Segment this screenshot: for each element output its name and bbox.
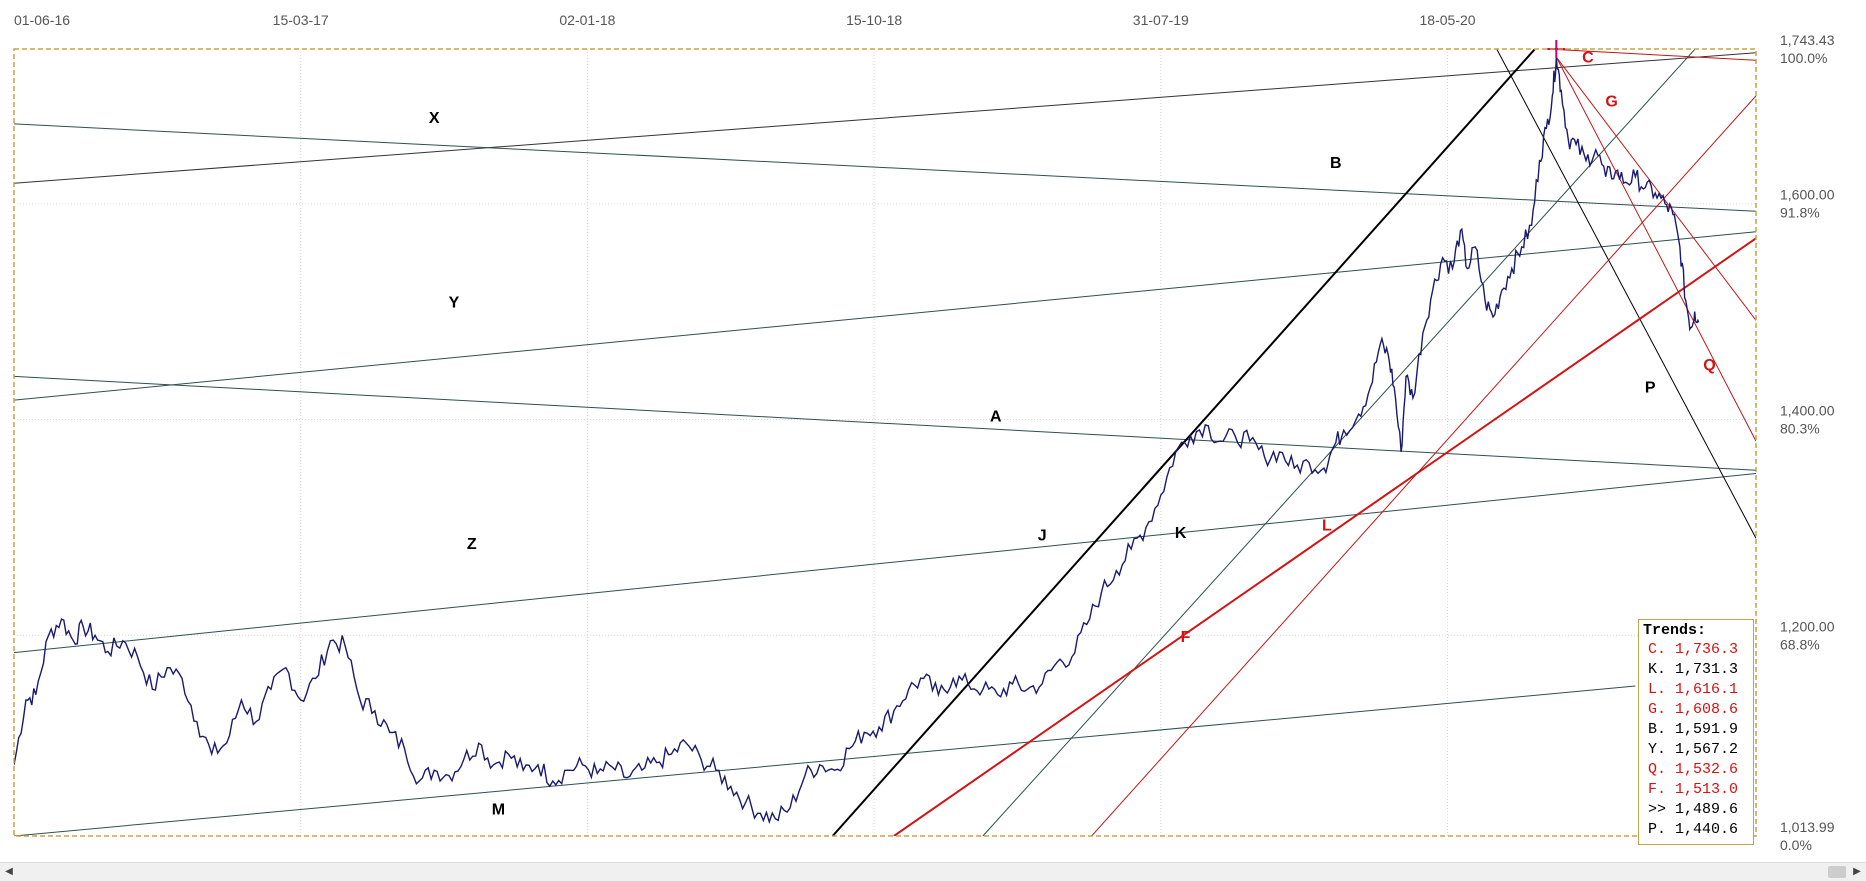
trend-labels: X B Y A Z M J K P F L G Q C	[429, 49, 1716, 818]
trend-label-q: Q	[1703, 357, 1715, 374]
trends-panel: Trends: C. 1,736.3 K. 1,731.3 L. 1,616.1 G.…	[1638, 619, 1754, 845]
trend-row: C. 1,736.3	[1643, 640, 1749, 660]
trend-row-value: B. 1,591.9	[1648, 721, 1739, 738]
trend-row-value: F. 1,513.0	[1648, 781, 1739, 798]
grid-lines	[14, 49, 1756, 836]
y-axis-labels: 1,743.43 100.0% 1,600.00 91.8% 1,400.00 80.3%…	[1780, 32, 1835, 853]
trend-label-b: B	[1330, 155, 1342, 172]
scroll-thumb[interactable]	[1828, 866, 1846, 878]
x-tick-label: 15-03-17	[273, 12, 329, 28]
plot-frame	[13, 48, 1757, 837]
trends-title: Trends:	[1643, 622, 1707, 639]
trend-line-m	[14, 685, 1636, 836]
trend-line-y	[14, 231, 1756, 401]
trend-line-x	[14, 52, 1756, 184]
horizontal-scrollbar[interactable]: ◀ ▶	[0, 862, 1866, 881]
trend-row: Q. 1,532.6	[1643, 760, 1749, 780]
y-value-label: 1,600.00	[1780, 187, 1835, 203]
trend-row-value: C. 1,736.3	[1648, 641, 1739, 658]
trend-row-value: Y. 1,567.2	[1648, 741, 1739, 758]
trend-label-y: Y	[449, 294, 460, 311]
trend-line-q	[1555, 56, 1756, 442]
y-value-label: 1,013.99	[1780, 819, 1835, 835]
trend-row: P. 1,440.6	[1643, 820, 1749, 840]
trend-label-m: M	[492, 801, 505, 818]
x-tick-label: 31-07-19	[1133, 12, 1189, 28]
trend-row-value: K. 1,731.3	[1648, 661, 1739, 678]
trend-label-k: K	[1175, 525, 1187, 542]
trend-row: F. 1,513.0	[1643, 780, 1749, 800]
y-percent-label: 91.8%	[1780, 205, 1820, 221]
trend-label-f: F	[1181, 629, 1191, 646]
trend-label-g: G	[1605, 94, 1617, 111]
trend-row-value: G. 1,608.6	[1648, 701, 1739, 718]
x-tick-label: 18-05-20	[1420, 12, 1476, 28]
y-value-label: 1,743.43	[1780, 32, 1835, 48]
trend-row: >> 1,489.6	[1643, 800, 1749, 820]
trend-row-value: P. 1,440.6	[1648, 821, 1739, 838]
trend-label-p: P	[1645, 380, 1656, 397]
trend-line-g	[1555, 56, 1756, 321]
y-percent-label: 0.0%	[1780, 837, 1812, 853]
trend-row: B. 1,591.9	[1643, 720, 1749, 740]
trend-row: Y. 1,567.2	[1643, 740, 1749, 760]
y-percent-label: 100.0%	[1780, 50, 1827, 66]
trend-line-z	[14, 472, 1756, 654]
x-tick-label: 02-01-18	[559, 12, 615, 28]
trend-row-value: >> 1,489.6	[1648, 801, 1739, 818]
trend-label-x: X	[429, 110, 440, 127]
trend-row: L. 1,616.1	[1643, 680, 1749, 700]
x-axis-ticks: 01-06-16 15-03-17 02-01-18 15-10-18 31-07-19…	[14, 12, 1476, 28]
trend-label-j: J	[1038, 527, 1047, 544]
trend-line-f	[893, 237, 1756, 836]
trend-row: K. 1,731.3	[1643, 660, 1749, 680]
price-series	[14, 56, 1700, 825]
trend-line-a	[14, 375, 1756, 471]
trend-row-value: Q. 1,532.6	[1648, 761, 1739, 778]
trend-label-c: C	[1582, 49, 1594, 66]
price-line	[14, 56, 1700, 825]
scroll-left-icon[interactable]: ◀	[5, 866, 13, 877]
trends-list: C. 1,736.3 K. 1,731.3 L. 1,616.1 G. 1,608.6…	[1643, 640, 1749, 840]
y-value-label: 1,200.00	[1780, 618, 1835, 634]
plot-area	[14, 49, 1756, 836]
chart-canvas: 01-06-16 15-03-17 02-01-18 15-10-18 31-07-19…	[13, 12, 1835, 853]
y-percent-label: 68.8%	[1780, 636, 1820, 652]
trend-label-l: L	[1322, 518, 1332, 535]
y-value-label: 1,400.00	[1780, 403, 1835, 419]
trend-label-z: Z	[467, 536, 477, 553]
trend-line-c	[1556, 49, 1756, 61]
trend-label-a: A	[990, 409, 1002, 426]
trend-line-b	[14, 123, 1756, 212]
scroll-right-icon[interactable]: ▶	[1853, 866, 1861, 877]
trend-row-value: L. 1,616.1	[1648, 681, 1739, 698]
trend-row: G. 1,608.6	[1643, 700, 1749, 720]
trend-line-l	[1091, 95, 1756, 836]
x-tick-label: 15-10-18	[846, 12, 902, 28]
x-tick-label: 01-06-16	[14, 12, 70, 28]
y-percent-label: 80.3%	[1780, 421, 1820, 437]
trend-line-p	[1496, 49, 1756, 539]
